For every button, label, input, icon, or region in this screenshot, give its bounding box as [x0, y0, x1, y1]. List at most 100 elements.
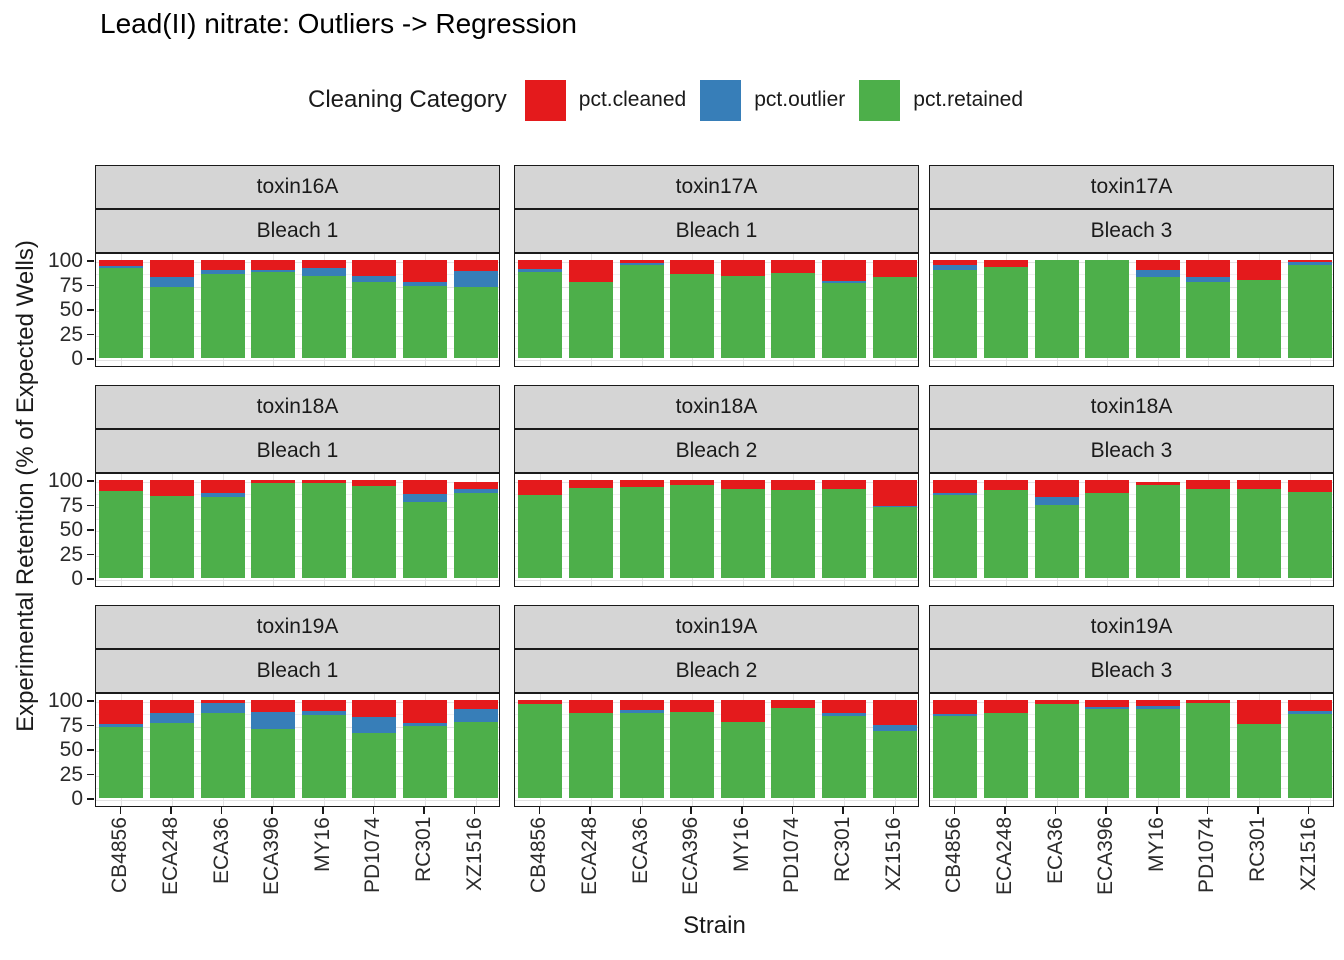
bar-segment-pct-retained	[1186, 702, 1231, 798]
gridline-minor	[930, 763, 1333, 765]
bar-segment-pct-retained	[149, 286, 194, 358]
bar-segment-pct-retained	[200, 496, 245, 578]
bar-segment-pct-cleaned	[453, 700, 498, 709]
gridline-major	[515, 506, 918, 508]
gridline-minor	[930, 274, 1333, 276]
bar-segment-pct-retained	[518, 271, 563, 358]
x-tick-label-strain: MY16	[1144, 817, 1168, 872]
gridline-major	[96, 286, 499, 288]
gridline-major	[96, 531, 499, 532]
gridline-minor	[515, 543, 918, 545]
gridline-major	[96, 335, 499, 337]
legend-label-retained: pct.retained	[913, 88, 1024, 111]
bar-segment-pct-retained	[352, 281, 397, 358]
x-tick-label-strain: CB4856	[942, 817, 966, 893]
x-tick-mark	[1257, 807, 1259, 814]
gridline-major	[96, 360, 499, 361]
bar-segment-pct-cleaned	[403, 480, 448, 494]
x-axis-title: Strain	[683, 912, 746, 939]
bar-segment-pct-retained	[403, 725, 448, 798]
gridline-major	[930, 800, 1333, 801]
bar-segment-pct-cleaned	[1186, 480, 1231, 489]
gridline-major	[96, 800, 499, 801]
bar-segment-pct-retained	[1287, 491, 1332, 578]
bar-segment-pct-cleaned	[872, 480, 917, 506]
gridline-major	[96, 311, 499, 312]
bar-segment-pct-outlier	[872, 724, 917, 732]
x-tick-mark	[1105, 807, 1107, 814]
bar-segment-pct-retained	[200, 712, 245, 798]
bar-segment-pct-cleaned	[301, 700, 346, 711]
x-tick-label-strain: PD1074	[1195, 817, 1219, 893]
bar-segment-pct-outlier	[933, 264, 978, 270]
gridline-major	[515, 800, 918, 801]
bar-segment-pct-retained	[983, 266, 1028, 358]
bar-segment-pct-retained	[453, 721, 498, 798]
bar-segment-pct-outlier	[1034, 496, 1079, 505]
bar-segment-pct-cleaned	[251, 480, 296, 483]
bar-segment-pct-cleaned	[453, 481, 498, 489]
bar-segment-pct-retained	[403, 501, 448, 578]
bar-segment-pct-retained	[301, 482, 346, 578]
x-tick-mark	[170, 807, 172, 814]
gridline-major	[930, 702, 1333, 703]
y-tick-mark	[87, 260, 94, 262]
bar-segment-pct-retained	[933, 269, 978, 358]
y-tick-label: 0	[71, 567, 83, 590]
y-tick-label: 25	[59, 762, 83, 786]
x-tick-label-strain: MY16	[729, 817, 753, 872]
bar-segment-pct-cleaned	[720, 480, 765, 489]
bar-segment-pct-cleaned	[1186, 260, 1231, 277]
bar-segment-pct-retained	[1034, 260, 1079, 358]
y-tick-mark	[87, 578, 94, 580]
bar-segment-pct-retained	[149, 722, 194, 798]
bar-segment-pct-retained	[301, 714, 346, 798]
bar-segment-pct-outlier	[200, 702, 245, 713]
gridline-minor	[515, 738, 918, 740]
bar-segment-pct-outlier	[619, 709, 664, 713]
gridline-minor	[930, 298, 1333, 300]
bar-segment-pct-outlier	[403, 281, 448, 286]
bar-segment-pct-outlier	[1135, 269, 1180, 277]
bar-segment-pct-outlier	[822, 712, 867, 716]
bar-segment-pct-cleaned	[403, 260, 448, 282]
x-tick-mark	[842, 807, 844, 814]
legend-entry-cleaned: pct.cleaned	[524, 79, 686, 121]
bar-segment-pct-retained	[1186, 488, 1231, 578]
gridline-minor	[515, 567, 918, 569]
gridline-minor	[930, 787, 1333, 789]
bar-segment-pct-retained	[1186, 281, 1231, 358]
gridline-major	[930, 286, 1333, 288]
bar-segment-pct-cleaned	[771, 700, 816, 708]
bar-segment-pct-cleaned	[1135, 700, 1180, 706]
legend-title: Cleaning Category	[308, 86, 507, 113]
bar-segment-pct-outlier	[872, 505, 917, 508]
bar-segment-pct-retained	[933, 494, 978, 578]
legend-swatch-retained-icon	[859, 79, 901, 121]
bar-segment-pct-retained	[352, 733, 397, 798]
y-tick-label: 75	[59, 713, 83, 737]
panel-plot-area	[929, 693, 1334, 807]
bar-segment-pct-cleaned	[670, 260, 715, 274]
gridline-major	[515, 726, 918, 728]
bar-segment-pct-cleaned	[872, 260, 917, 277]
bar-segment-pct-outlier	[403, 722, 448, 726]
bar-segment-pct-cleaned	[1034, 700, 1079, 704]
x-tick-mark	[892, 807, 895, 814]
facet-strip-bleach: Bleach 1	[514, 209, 919, 253]
bar-segment-pct-cleaned	[822, 480, 867, 489]
bar-segment-pct-retained	[99, 490, 144, 578]
bar-segment-pct-cleaned	[822, 260, 867, 281]
gridline-major	[96, 702, 499, 703]
x-tick-mark	[271, 807, 273, 814]
bar-segment-pct-cleaned	[822, 700, 867, 713]
x-tick-label-strain: ECA36	[628, 817, 652, 884]
bar-segment-pct-cleaned	[872, 700, 917, 725]
bar-segment-pct-retained	[720, 488, 765, 578]
bar-segment-pct-cleaned	[720, 260, 765, 276]
bar-segment-pct-cleaned	[352, 260, 397, 276]
bar-segment-pct-retained	[872, 507, 917, 578]
facet-strip-toxin: toxin16A	[95, 165, 500, 209]
x-tick-label-strain: ECA248	[577, 817, 601, 896]
